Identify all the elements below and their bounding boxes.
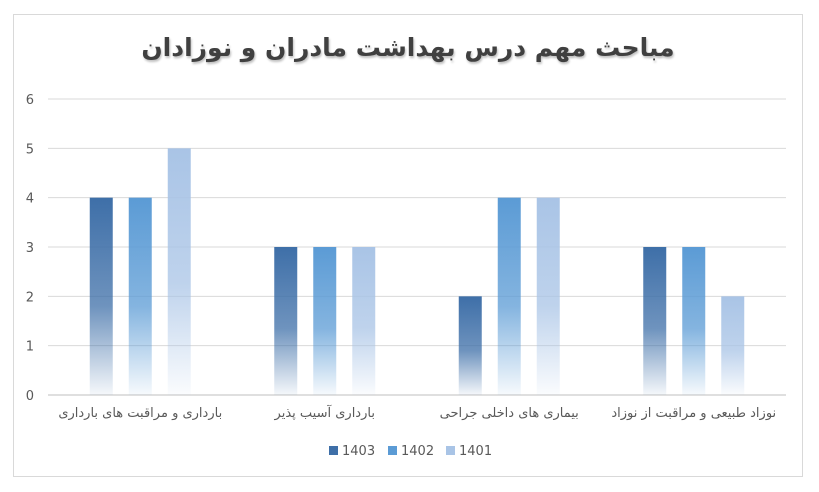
legend-swatch [446,446,455,455]
bar [643,247,667,395]
x-tick-label: بارداری و مراقبت های بارداری [58,406,222,421]
y-tick-label: 3 [26,241,34,256]
chart-title: مباحث مهم درس بهداشت مادران و نوزادان [141,33,675,62]
legend-label: 1403 [342,444,375,459]
y-tick-label: 5 [26,142,34,157]
bar [721,296,745,395]
bar [458,296,482,395]
bar [274,247,298,395]
bars [89,148,745,395]
y-tick-label: 1 [26,340,34,355]
bar [682,247,706,395]
legend-label: 1401 [459,444,492,459]
y-tick-label: 4 [26,192,34,207]
y-tick-label: 0 [26,389,34,404]
x-tick-label: بارداری آسیب پذیر [274,404,375,421]
x-axis-labels: بارداری و مراقبت های بارداری بارداری آسیب… [58,404,776,421]
bar [313,247,337,395]
y-tick-label: 2 [26,290,34,305]
gridlines [48,98,786,396]
legend-swatch [388,446,397,455]
bar [167,148,191,395]
x-tick-label: نوزاد طبیعی و مراقبت از نوزاد [611,406,776,421]
bar [497,197,521,395]
bar [536,197,560,395]
bar [89,197,113,395]
y-axis-ticks: 0 1 2 3 4 5 6 [26,93,34,404]
bar [352,247,376,395]
bar [128,197,152,395]
legend-swatch [329,446,338,455]
legend-label: 1402 [401,444,434,459]
x-tick-label: بیماری های داخلی جراحی [440,406,579,421]
y-tick-label: 6 [26,93,34,108]
legend: 1403 1402 1401 [329,444,492,459]
